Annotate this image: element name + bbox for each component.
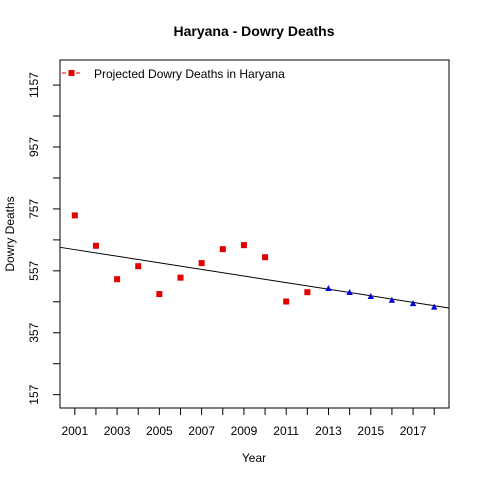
y-tick-label: 557 <box>27 261 41 281</box>
data-point-triangle <box>367 293 374 300</box>
data-point-square <box>92 242 99 249</box>
data-point-square <box>219 246 226 253</box>
y-tick-label: 1157 <box>27 72 41 98</box>
y-tick-label: 157 <box>27 384 41 404</box>
data-point-triangle <box>388 296 396 303</box>
x-axis-label: Year <box>242 451 266 465</box>
data-point-square <box>135 263 142 270</box>
trend-line <box>59 246 450 309</box>
data-point-square <box>304 289 311 296</box>
y-axis-label: Dowry Deaths <box>3 196 17 271</box>
x-tick-label: 2003 <box>104 424 131 438</box>
data-points <box>71 212 438 310</box>
x-axis: 2001 2003 2005 2007 2009 2011 2013 2015 2017 <box>61 408 435 438</box>
data-point-square <box>262 254 269 261</box>
chart-title: Haryana - Dowry Deaths <box>173 23 334 39</box>
y-axis: 157 357 557 757 957 1157 <box>27 72 60 405</box>
x-tick-label: 2007 <box>188 424 215 438</box>
y-tick-label: 757 <box>27 199 41 219</box>
x-tick-label: 2009 <box>231 424 258 438</box>
y-tick-label: 957 <box>27 137 41 157</box>
data-point-square <box>198 260 205 267</box>
legend-label: Projected Dowry Deaths in Haryana <box>94 67 285 81</box>
data-point-square <box>240 242 247 249</box>
x-tick-label: 2017 <box>400 424 427 438</box>
data-point-square <box>71 212 78 219</box>
x-tick-label: 2011 <box>273 424 299 438</box>
plot-frame <box>59 59 450 409</box>
x-tick-label: 2005 <box>146 424 173 438</box>
x-tick-label: 2013 <box>315 424 342 438</box>
data-point-triangle <box>325 284 332 291</box>
data-point-square <box>177 274 184 281</box>
data-point-square <box>114 276 121 283</box>
trend-line-group <box>59 246 450 309</box>
data-point-triangle <box>346 289 353 296</box>
data-point-triangle <box>409 300 417 307</box>
legend-square-marker <box>68 70 75 76</box>
x-tick-label: 2001 <box>61 424 88 438</box>
data-point-square <box>283 298 290 305</box>
x-tick-label: 2015 <box>357 424 384 438</box>
y-tick-label: 357 <box>27 322 41 342</box>
data-point-square <box>156 291 163 298</box>
legend: Projected Dowry Deaths in Haryana <box>62 67 285 81</box>
data-point-triangle <box>431 303 438 310</box>
